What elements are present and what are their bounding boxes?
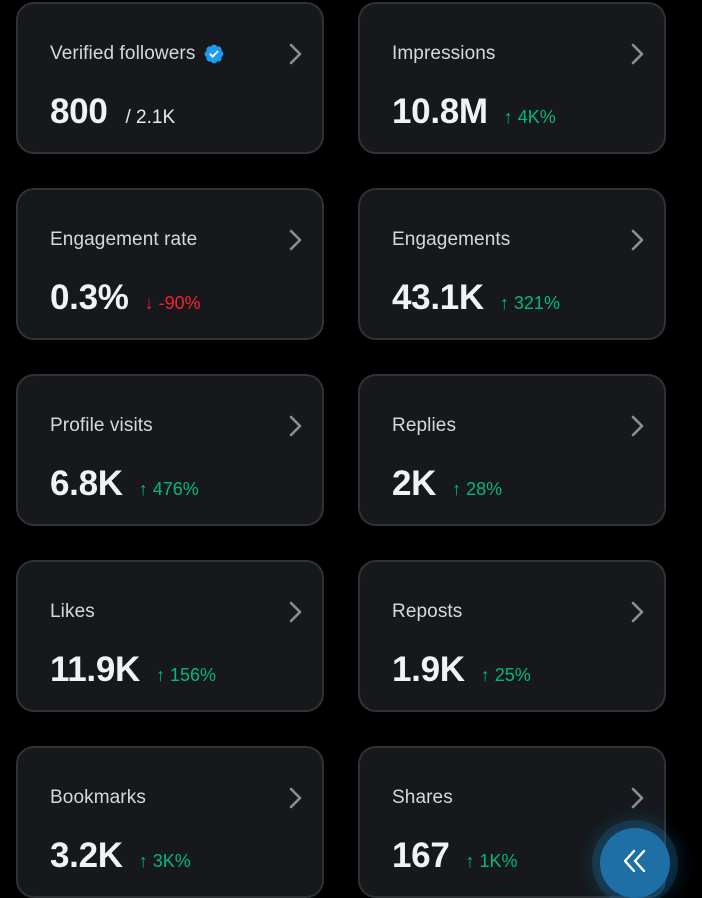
card-label-row: Shares xyxy=(392,786,453,810)
chevron-right-icon xyxy=(631,43,644,65)
card-engagements[interactable]: Engagements 43.1K ↑ 321% xyxy=(358,188,666,340)
card-value-row: 3.2K ↑ 3K% xyxy=(50,836,191,876)
card-label-row: Verified followers xyxy=(50,42,225,66)
card-delta-value: 4K% xyxy=(517,107,556,127)
card-label-row: Engagements xyxy=(392,228,510,252)
card-value-row: 0.3% ↓ -90% xyxy=(50,278,201,318)
card-value: 10.8M xyxy=(392,92,488,131)
card-value: 3.2K xyxy=(50,836,123,875)
arrow-up-icon: ↑ xyxy=(503,107,513,127)
chevron-right-icon xyxy=(631,415,644,437)
card-delta-value: 3K% xyxy=(152,851,191,871)
card-reposts[interactable]: Reposts 1.9K ↑ 25% xyxy=(358,560,666,712)
card-engagement-rate[interactable]: Engagement rate 0.3% ↓ -90% xyxy=(16,188,324,340)
chevron-right-icon xyxy=(289,43,302,65)
card-value-row: 800 / 2.1K xyxy=(50,92,175,132)
card-value: 1.9K xyxy=(392,650,465,689)
card-label: Bookmarks xyxy=(50,787,146,808)
double-chevron-left-icon xyxy=(623,849,646,873)
chevron-right-icon xyxy=(631,787,644,809)
card-label: Profile visits xyxy=(50,415,153,436)
card-label: Engagements xyxy=(392,229,511,250)
card-delta-value: 476% xyxy=(152,479,199,499)
card-value: 2K xyxy=(392,464,437,503)
card-label: Reposts xyxy=(392,601,463,622)
chevron-right-icon xyxy=(631,229,644,251)
collapse-fab-button[interactable] xyxy=(600,828,670,898)
card-delta: ↑ 3K% xyxy=(139,851,191,872)
card-label: Shares xyxy=(392,787,453,808)
arrow-up-icon: ↑ xyxy=(138,479,148,499)
card-delta: ↑ 476% xyxy=(139,479,199,500)
card-value: 6.8K xyxy=(50,464,123,503)
card-total: / 2.1K xyxy=(125,107,176,128)
card-delta: ↓ -90% xyxy=(145,293,201,314)
card-value: 800 xyxy=(50,92,108,131)
card-impressions[interactable]: Impressions 10.8M ↑ 4K% xyxy=(358,2,666,154)
arrow-up-icon: ↑ xyxy=(480,665,490,685)
card-label: Likes xyxy=(50,601,95,622)
card-label-row: Likes xyxy=(50,600,95,624)
arrow-down-icon: ↓ xyxy=(144,293,154,313)
card-delta-value: 1K% xyxy=(479,851,518,871)
card-label: Impressions xyxy=(392,43,496,64)
card-delta: ↑ 4K% xyxy=(504,107,556,128)
card-delta-value: 321% xyxy=(513,293,560,313)
chevron-right-icon xyxy=(289,787,302,809)
chevron-right-icon xyxy=(289,601,302,623)
card-label-row: Reposts xyxy=(392,600,462,624)
card-delta-value: -90% xyxy=(158,293,201,313)
card-label: Replies xyxy=(392,415,457,436)
arrow-up-icon: ↑ xyxy=(465,851,475,871)
card-label-row: Impressions xyxy=(392,42,496,66)
card-replies[interactable]: Replies 2K ↑ 28% xyxy=(358,374,666,526)
card-label-row: Engagement rate xyxy=(50,228,197,252)
card-value: 43.1K xyxy=(392,278,484,317)
card-value: 167 xyxy=(392,836,450,875)
card-value-row: 2K ↑ 28% xyxy=(392,464,502,504)
card-label: Verified followers xyxy=(50,43,196,64)
card-delta: ↑ 28% xyxy=(452,479,502,500)
card-delta-value: 28% xyxy=(466,479,503,499)
card-value: 11.9K xyxy=(50,650,140,689)
chevron-right-icon xyxy=(289,415,302,437)
chevron-right-icon xyxy=(289,229,302,251)
card-delta-value: 25% xyxy=(494,665,531,685)
card-label-row: Bookmarks xyxy=(50,786,146,810)
card-delta: ↑ 321% xyxy=(500,293,560,314)
chevron-right-icon xyxy=(631,601,644,623)
card-value-row: 6.8K ↑ 476% xyxy=(50,464,199,504)
card-label-row: Replies xyxy=(392,414,456,438)
card-profile-visits[interactable]: Profile visits 6.8K ↑ 476% xyxy=(16,374,324,526)
card-delta: ↑ 25% xyxy=(481,665,531,686)
arrow-up-icon: ↑ xyxy=(138,851,148,871)
card-value-row: 11.9K ↑ 156% xyxy=(50,650,216,690)
card-value: 0.3% xyxy=(50,278,129,317)
card-delta-value: 156% xyxy=(169,665,217,685)
card-delta: ↑ 156% xyxy=(156,665,216,686)
card-value-row: 167 ↑ 1K% xyxy=(392,836,518,876)
card-delta: ↑ 1K% xyxy=(466,851,518,872)
card-value-row: 1.9K ↑ 25% xyxy=(392,650,531,690)
card-value-row: 10.8M ↑ 4K% xyxy=(392,92,556,132)
card-verified-followers[interactable]: Verified followers 800 / 2.1K xyxy=(16,2,324,154)
card-value-row: 43.1K ↑ 321% xyxy=(392,278,560,318)
arrow-up-icon: ↑ xyxy=(499,293,509,313)
verified-badge-icon xyxy=(205,44,224,64)
card-label-row: Profile visits xyxy=(50,414,153,438)
card-bookmarks[interactable]: Bookmarks 3.2K ↑ 3K% xyxy=(16,746,324,898)
arrow-up-icon: ↑ xyxy=(155,665,165,685)
card-likes[interactable]: Likes 11.9K ↑ 156% xyxy=(16,560,324,712)
arrow-up-icon: ↑ xyxy=(452,479,462,499)
card-label: Engagement rate xyxy=(50,229,198,250)
